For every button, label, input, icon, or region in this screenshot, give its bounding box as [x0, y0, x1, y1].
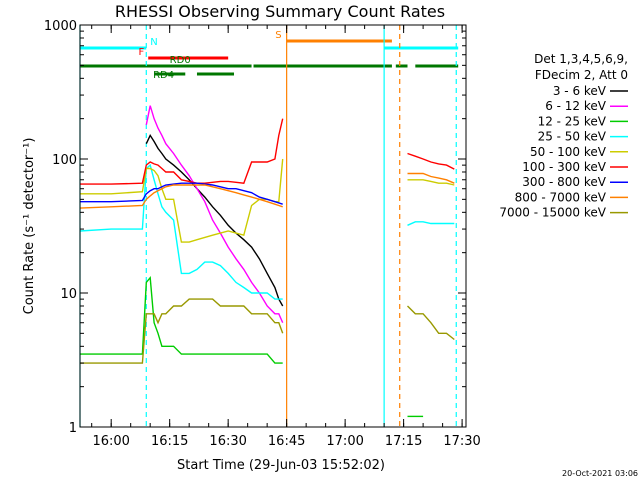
- series-7: [79, 172, 455, 209]
- series-6: [80, 182, 283, 205]
- series-line: [80, 298, 284, 364]
- legend-label: 3 - 6 keV: [553, 84, 607, 98]
- series-line: [407, 172, 455, 184]
- series-8: [80, 298, 455, 364]
- legend-label: 7000 - 15000 keV: [499, 206, 606, 220]
- series-line: [79, 184, 283, 209]
- y-tick-label: 100: [52, 153, 77, 168]
- x-tick-label: 17:30: [443, 434, 480, 449]
- y-axis-label: Count Rate (s⁻¹ detector⁻¹): [22, 138, 37, 315]
- series-line: [407, 179, 455, 186]
- flag-label: RD4: [153, 70, 174, 81]
- x-axis-label: Start Time (29-Jun-03 15:52:02): [177, 458, 385, 473]
- x-tick-label: 16:00: [92, 434, 129, 449]
- x-axis-ticks: 16:00 16:15 16:30 16:45 17:00 17:15 17:30: [91, 25, 481, 449]
- flag-label: RD0: [170, 55, 191, 66]
- legend-label: 100 - 300 keV: [522, 160, 606, 174]
- status-flags: N S F RD0 RD4: [80, 30, 459, 81]
- x-tick-label: 17:00: [326, 434, 363, 449]
- x-tick-label: 16:45: [268, 434, 305, 449]
- legend-label: 6 - 12 keV: [545, 99, 607, 113]
- legend-label: 50 - 100 keV: [530, 145, 607, 159]
- series-line: [407, 152, 455, 170]
- series-line: [80, 275, 283, 364]
- x-tick-label: 16:30: [209, 434, 246, 449]
- chart-title: RHESSI Observing Summary Count Rates: [115, 2, 445, 21]
- series-1: [145, 105, 284, 323]
- series-line: [80, 182, 283, 205]
- x-tick-label: 17:15: [385, 434, 422, 449]
- series-line: [407, 305, 455, 341]
- y-tick-label: 10: [60, 287, 77, 302]
- series-2: [80, 275, 424, 418]
- flag-label: F: [138, 47, 144, 58]
- series-line: [79, 163, 283, 300]
- series-line: [145, 133, 284, 307]
- legend-label: 300 - 800 keV: [522, 175, 606, 189]
- series-line: [145, 105, 284, 323]
- y-tick-label: 1: [69, 421, 77, 436]
- plot-area: N S F RD0 RD4 1 10 100 1000 16:00 16:15 16:30 16:4…: [44, 19, 481, 449]
- legend: Det 1,3,4,5,6,9, FDecim 2, Att 0 3 - 6 k…: [499, 52, 628, 220]
- footer-timestamp: 20-Oct-2021 03:06: [562, 469, 638, 478]
- legend-header-line-1: Det 1,3,4,5,6,9,: [534, 52, 628, 66]
- legend-label: 12 - 25 keV: [538, 114, 607, 128]
- series-lines: [79, 105, 455, 418]
- flag-label: S: [275, 30, 281, 41]
- flag-label: N: [150, 37, 157, 48]
- series-0: [145, 133, 284, 307]
- legend-label: 800 - 7000 keV: [515, 190, 607, 204]
- y-axis-ticks: 1 10 100 1000: [44, 19, 466, 436]
- series-line: [407, 221, 455, 226]
- plot-frame: [79, 24, 467, 428]
- series-3: [79, 163, 455, 300]
- legend-header-line-2: FDecim 2, Att 0: [535, 68, 628, 82]
- y-tick-label: 1000: [44, 19, 77, 34]
- x-tick-label: 16:15: [151, 434, 188, 449]
- legend-label: 25 - 50 keV: [538, 130, 607, 144]
